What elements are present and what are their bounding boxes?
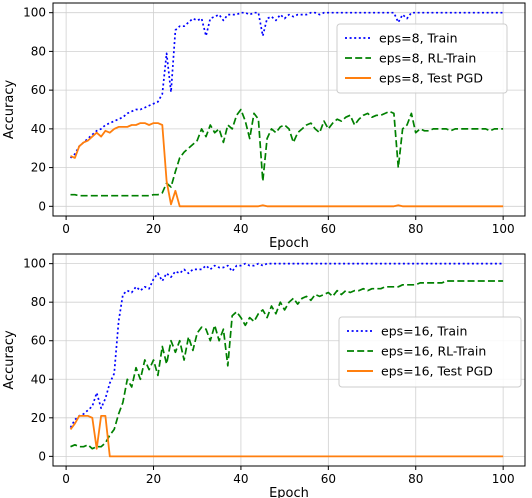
x-tick-label: 100 bbox=[492, 222, 515, 236]
x-tick-label: 60 bbox=[321, 472, 336, 486]
y-tick-label: 20 bbox=[31, 411, 46, 425]
y-tick-label: 60 bbox=[31, 334, 46, 348]
x-tick-label: 20 bbox=[146, 472, 161, 486]
x-tick-label: 100 bbox=[492, 472, 515, 486]
legend: eps=8, Train eps=8, RL-Train eps=8, Test P… bbox=[336, 23, 508, 94]
legend-label: eps=8, Test PGD bbox=[379, 71, 483, 86]
x-tick-label: 80 bbox=[408, 472, 423, 486]
chart-panel-1: 0 20 40 60 80 100 0 20 40 60 80 100 Epoch Accuracy eps… bbox=[2, 2, 526, 251]
y-tick-label: 60 bbox=[31, 83, 46, 97]
legend-label: eps=16, RL-Train bbox=[381, 344, 486, 359]
series-line-rl-train bbox=[70, 280, 504, 450]
x-axis-title: Epoch bbox=[269, 486, 309, 498]
y-tick-label: 100 bbox=[23, 6, 46, 20]
x-axis-title: Epoch bbox=[269, 236, 309, 251]
y-axis-title: Accuracy bbox=[2, 330, 17, 390]
plot-frame bbox=[52, 253, 526, 467]
x-tick-label: 80 bbox=[408, 222, 423, 236]
x-tick-label: 0 bbox=[62, 472, 70, 486]
y-tick-label: 40 bbox=[31, 122, 46, 136]
series-line-rl-train bbox=[70, 108, 504, 197]
x-tick-label: 40 bbox=[233, 472, 248, 486]
legend-label: eps=8, Train bbox=[379, 31, 458, 46]
series-line-test-pgd bbox=[70, 122, 504, 208]
plot-frame bbox=[52, 2, 526, 217]
y-tick-label: 40 bbox=[31, 372, 46, 386]
y-tick-label: 100 bbox=[23, 257, 46, 271]
y-tick-label: 20 bbox=[31, 161, 46, 175]
x-tick-label: 60 bbox=[321, 222, 336, 236]
y-tick-label: 0 bbox=[38, 449, 46, 463]
y-tick-label: 80 bbox=[31, 44, 46, 58]
series-line-train bbox=[69, 262, 504, 428]
legend-label: eps=16, Train bbox=[381, 324, 467, 339]
y-axis-title: Accuracy bbox=[2, 80, 17, 140]
y-tick-label: 80 bbox=[31, 295, 46, 309]
y-tick-label: 0 bbox=[38, 199, 46, 213]
x-tick-label: 20 bbox=[146, 222, 161, 236]
chart-panel-2: 0 20 40 60 80 100 0 20 40 60 80 100 Epoch Accuracy eps… bbox=[2, 253, 526, 498]
legend: eps=16, Train eps=16, RL-Train eps=16, Tes… bbox=[338, 316, 522, 388]
series-line-test-pgd bbox=[69, 414, 504, 458]
legend-box bbox=[338, 316, 522, 388]
legend-label: eps=8, RL-Train bbox=[379, 51, 476, 66]
x-tick-label: 0 bbox=[62, 222, 70, 236]
legend-label: eps=16, Test PGD bbox=[381, 364, 493, 379]
legend-box bbox=[336, 23, 508, 94]
x-tick-label: 40 bbox=[233, 222, 248, 236]
